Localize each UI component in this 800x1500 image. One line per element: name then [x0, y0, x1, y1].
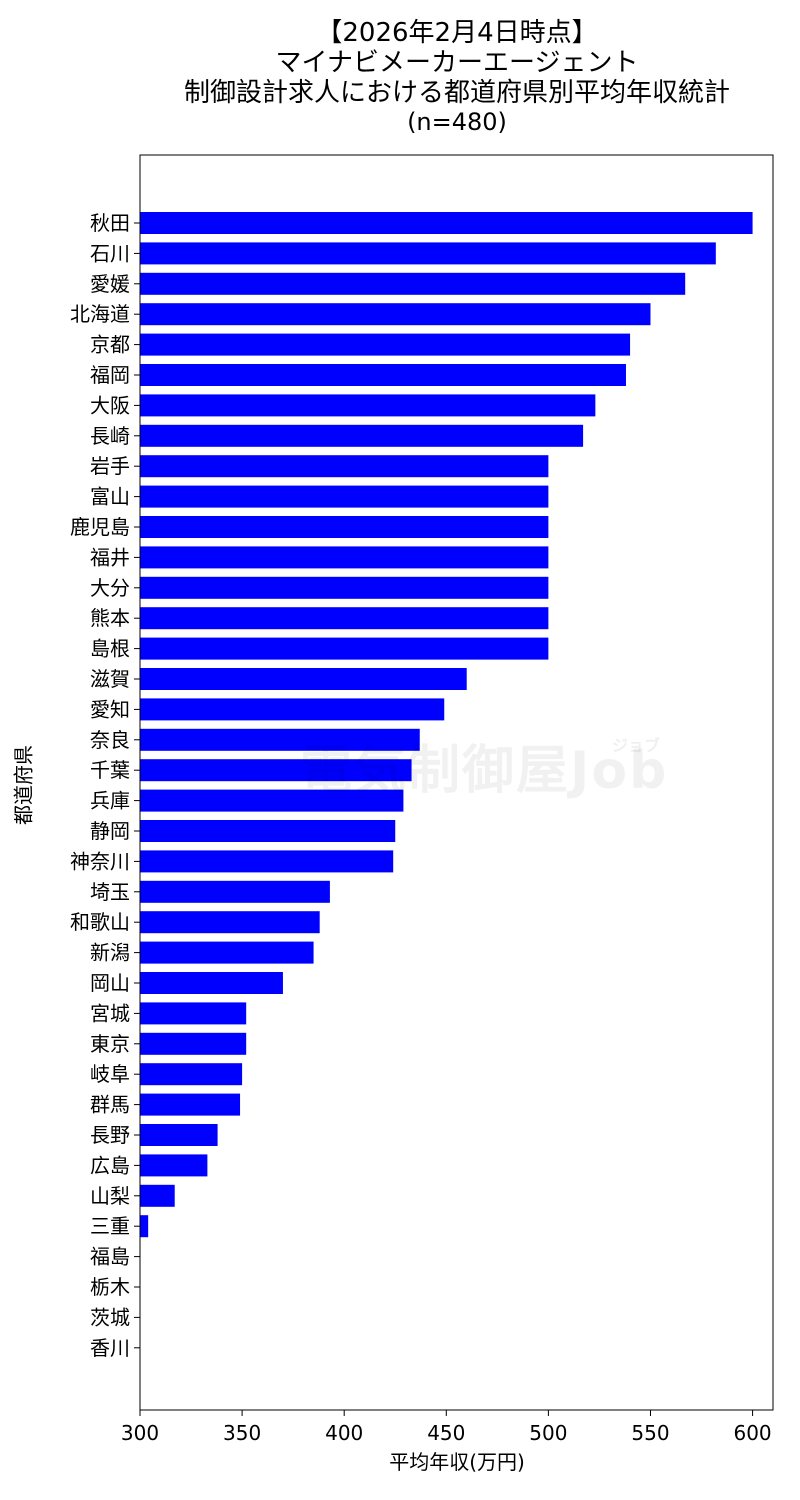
y-tick-label-4: 京都: [90, 333, 130, 357]
bar-16: [140, 698, 445, 721]
bar-14: [140, 637, 549, 660]
y-tick-label-17: 奈良: [90, 728, 130, 752]
bar-15: [140, 668, 467, 690]
y-tick-label-6: 大阪: [90, 393, 130, 417]
y-tick-label-13: 熊本: [90, 606, 130, 630]
bar-1: [140, 242, 716, 265]
y-tick-label-37: 香川: [90, 1336, 130, 1360]
plot-frame: [139, 154, 774, 1411]
title-line-date: 【2026年2月4日時点】: [316, 18, 598, 48]
chart-title: 【2026年2月4日時点】 マイナビメーカーエージェント 制御設計求人における都…: [140, 18, 774, 136]
bar-2: [140, 272, 686, 295]
y-tick-label-22: 埼玉: [90, 880, 130, 904]
bar-20: [140, 820, 396, 842]
bar-25: [140, 972, 283, 994]
y-tick-label-2: 愛媛: [90, 272, 130, 296]
bar-21: [140, 850, 394, 873]
y-tick-label-15: 滋賀: [90, 667, 130, 691]
bar-13: [140, 607, 549, 630]
y-tick-label-35: 栃木: [90, 1275, 130, 1299]
bar-8: [140, 455, 549, 478]
bar-30: [140, 1124, 218, 1146]
title-line-company: マイナビメーカーエージェント: [275, 48, 639, 78]
y-tick-label-1: 石川: [90, 241, 130, 265]
x-tick-label-6: 600: [733, 1421, 771, 1445]
y-tick-label-30: 長野: [90, 1123, 130, 1147]
y-tick-label-9: 富山: [90, 485, 130, 509]
bar-17: [140, 728, 420, 751]
y-tick-label-25: 岡山: [90, 971, 130, 995]
y-tick-label-34: 福島: [90, 1245, 130, 1269]
bar-29: [140, 1093, 241, 1116]
bar-10: [140, 516, 549, 538]
bar-19: [140, 789, 404, 812]
y-tick-label-19: 兵庫: [90, 789, 130, 813]
x-tick-label-5: 550: [631, 1421, 669, 1445]
y-tick-label-24: 新潟: [90, 941, 130, 965]
y-tick-label-21: 神奈川: [70, 849, 130, 873]
x-tick-label-0: 300: [121, 1421, 159, 1445]
y-tick-label-31: 広島: [90, 1153, 130, 1177]
y-tick-label-3: 北海道: [70, 302, 130, 326]
y-tick-label-20: 静岡: [90, 819, 130, 843]
y-tick-label-23: 和歌山: [70, 910, 130, 934]
x-tick-label-2: 400: [325, 1421, 363, 1445]
y-tick-label-7: 長崎: [90, 424, 130, 448]
y-tick-label-14: 島根: [90, 637, 130, 661]
bar-0: [140, 212, 753, 234]
bar-27: [140, 1032, 247, 1055]
watermark-small: ジョブ: [612, 736, 661, 755]
bar-3: [140, 303, 651, 326]
bar-9: [140, 485, 549, 508]
x-axis-label: 平均年収(万円): [389, 1450, 525, 1474]
bar-18: [140, 759, 412, 782]
bar-24: [140, 941, 314, 964]
bar-7: [140, 424, 584, 447]
y-tick-label-10: 鹿児島: [70, 515, 130, 539]
bar-12: [140, 576, 549, 599]
bar-4: [140, 333, 631, 356]
y-tick-label-33: 三重: [90, 1214, 130, 1238]
y-tick-label-32: 山梨: [90, 1184, 130, 1208]
bar-5: [140, 364, 626, 386]
y-axis-label: 都道府県: [11, 745, 36, 825]
y-tick-label-5: 福岡: [90, 363, 130, 387]
y-tick-label-26: 宮城: [90, 1001, 130, 1025]
bar-31: [140, 1154, 208, 1177]
y-tick-label-28: 岐阜: [90, 1062, 130, 1086]
y-tick-label-12: 大分: [90, 576, 130, 600]
bar-32: [140, 1184, 175, 1207]
y-tick-label-16: 愛知: [90, 697, 130, 721]
y-tick-label-27: 東京: [90, 1032, 130, 1056]
y-tick-label-29: 群馬: [90, 1093, 130, 1117]
x-tick-label-1: 350: [223, 1421, 261, 1445]
bar-33: [140, 1215, 149, 1238]
bar-23: [140, 911, 320, 934]
bar-28: [140, 1063, 243, 1086]
title-line-sample-size: (n=480): [407, 108, 507, 136]
bar-26: [140, 1002, 247, 1025]
watermark: 電気制御屋Job: [300, 741, 669, 801]
y-tick-label-36: 茨城: [90, 1305, 130, 1329]
title-line-subject: 制御設計求人における都道府県別平均年収統計: [183, 78, 730, 108]
bar-6: [140, 394, 596, 417]
x-tick-label-3: 450: [427, 1421, 465, 1445]
y-tick-label-11: 福井: [90, 545, 130, 569]
bar-11: [140, 546, 549, 569]
y-tick-label-18: 千葉: [90, 758, 130, 782]
y-tick-label-0: 秋田: [90, 211, 130, 235]
bar-22: [140, 880, 330, 903]
y-tick-label-8: 岩手: [90, 454, 130, 478]
x-tick-label-4: 500: [529, 1421, 567, 1445]
